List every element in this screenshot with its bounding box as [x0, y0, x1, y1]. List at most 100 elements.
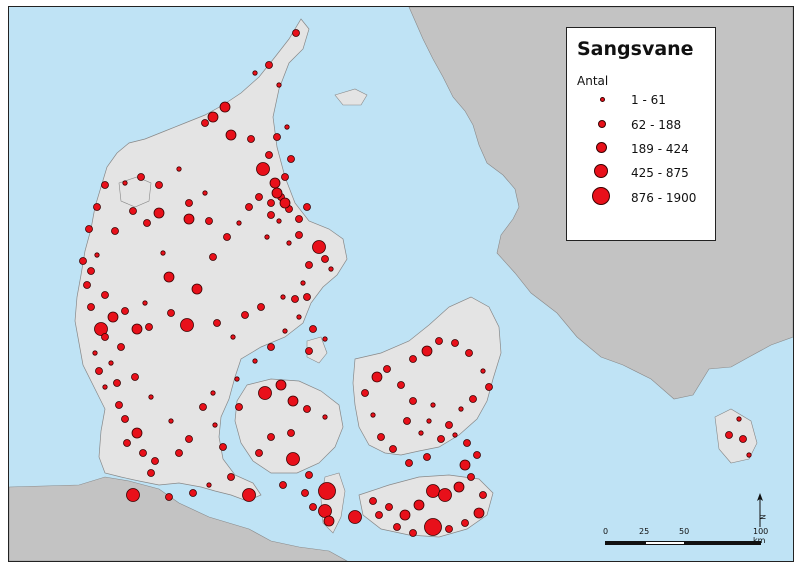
- sighting-symbol: [463, 439, 471, 447]
- sighting-symbol: [403, 417, 411, 425]
- sighting-symbol: [94, 252, 100, 258]
- sighting-symbol: [286, 240, 292, 246]
- sighting-symbol: [148, 394, 154, 400]
- sighting-symbol: [267, 199, 275, 207]
- sighting-symbol: [312, 240, 326, 254]
- sighting-symbol: [305, 471, 313, 479]
- sighting-symbol: [348, 510, 362, 524]
- sighting-symbol: [426, 418, 432, 424]
- sighting-symbol: [165, 493, 173, 501]
- sighting-symbol: [257, 303, 265, 311]
- sighting-symbol: [201, 119, 209, 127]
- legend-label-class-2: 62 - 188: [631, 118, 682, 132]
- sighting-symbol: [423, 453, 431, 461]
- sighting-symbol: [107, 311, 119, 323]
- legend-row-class-1: 1 - 61: [567, 92, 715, 116]
- sighting-symbol: [323, 515, 335, 527]
- sighting-symbol: [227, 473, 235, 481]
- sighting-symbol: [322, 414, 328, 420]
- sighting-symbol: [121, 415, 129, 423]
- sighting-symbol: [276, 82, 282, 88]
- sighting-symbol: [210, 390, 216, 396]
- sighting-symbol: [452, 432, 458, 438]
- sighting-symbol: [87, 267, 95, 275]
- sighting-symbol: [234, 376, 240, 382]
- scale-segment-2: [645, 541, 685, 545]
- sighting-symbol: [284, 124, 290, 130]
- sighting-symbol: [295, 231, 303, 239]
- sighting-symbol: [205, 217, 213, 225]
- sighting-symbol: [241, 311, 249, 319]
- legend-label-class-5: 876 - 1900: [631, 191, 697, 205]
- sighting-symbol: [459, 459, 471, 471]
- sighting-symbol: [292, 29, 300, 37]
- sighting-symbol: [318, 504, 332, 518]
- sighting-symbol: [473, 507, 485, 519]
- north-arrow-icon: N: [753, 491, 768, 531]
- sighting-symbol: [303, 203, 311, 211]
- sighting-symbol: [301, 489, 309, 497]
- sighting-symbol: [267, 343, 275, 351]
- sighting-symbol: [746, 452, 752, 458]
- sighting-symbol: [113, 379, 121, 387]
- sighting-symbol: [485, 383, 493, 391]
- sighting-symbol: [409, 355, 417, 363]
- scale-segment-1: [605, 541, 645, 545]
- scale-tick-0: 0: [603, 527, 609, 536]
- sighting-symbol: [185, 199, 193, 207]
- land-bornholm: [714, 408, 758, 464]
- sighting-symbol: [92, 350, 98, 356]
- sighting-symbol: [322, 336, 328, 342]
- sighting-symbol: [151, 457, 159, 465]
- sighting-symbol: [191, 283, 203, 295]
- sighting-symbol: [375, 511, 383, 519]
- sighting-symbol: [101, 291, 109, 299]
- sighting-symbol: [318, 482, 336, 500]
- sighting-symbol: [242, 488, 256, 502]
- sighting-symbol: [256, 162, 270, 176]
- sighting-symbol: [725, 431, 733, 439]
- sighting-symbol: [739, 435, 747, 443]
- sighting-symbol: [461, 519, 469, 527]
- map-frame: Sangsvane Antal 1 - 61 62 - 188 189 - 42…: [8, 6, 794, 562]
- sighting-symbol: [155, 181, 163, 189]
- sighting-symbol: [108, 360, 114, 366]
- sighting-symbol: [453, 481, 465, 493]
- sighting-symbol: [94, 322, 108, 336]
- sighting-symbol: [264, 234, 270, 240]
- sighting-symbol: [189, 489, 197, 497]
- sighting-symbol: [147, 469, 155, 477]
- sighting-symbol: [437, 435, 445, 443]
- legend-label-class-3: 189 - 424: [631, 142, 689, 156]
- sighting-symbol: [267, 211, 275, 219]
- sighting-symbol: [369, 497, 377, 505]
- sighting-symbol: [185, 435, 193, 443]
- sighting-symbol: [413, 499, 425, 511]
- sighting-symbol: [160, 250, 166, 256]
- sighting-symbol: [300, 280, 306, 286]
- sighting-symbol: [209, 253, 217, 261]
- sighting-symbol: [87, 303, 95, 311]
- sighting-symbol: [424, 518, 442, 536]
- legend-row-class-3: 189 - 424: [567, 140, 715, 164]
- legend-row-class-5: 876 - 1900: [567, 187, 715, 211]
- legend-label-class-1: 1 - 61: [631, 93, 666, 107]
- sighting-symbol: [153, 207, 165, 219]
- sighting-symbol: [219, 443, 227, 451]
- sighting-symbol: [361, 389, 369, 397]
- sighting-symbol: [389, 445, 397, 453]
- sighting-symbol: [83, 281, 91, 289]
- sighting-symbol: [180, 318, 194, 332]
- scale-bar: 0 25 50 100 km: [603, 527, 773, 557]
- sighting-symbol: [371, 371, 383, 383]
- sighting-symbol: [275, 379, 287, 391]
- north-label: N: [759, 514, 768, 520]
- sighting-symbol: [309, 325, 317, 333]
- sighting-symbol: [287, 429, 295, 437]
- sighting-symbol: [397, 381, 405, 389]
- sighting-symbol: [247, 135, 255, 143]
- sighting-symbol: [383, 365, 391, 373]
- sighting-symbol: [101, 181, 109, 189]
- scale-tick-100: 100 km: [753, 527, 769, 545]
- sighting-symbol: [236, 220, 242, 226]
